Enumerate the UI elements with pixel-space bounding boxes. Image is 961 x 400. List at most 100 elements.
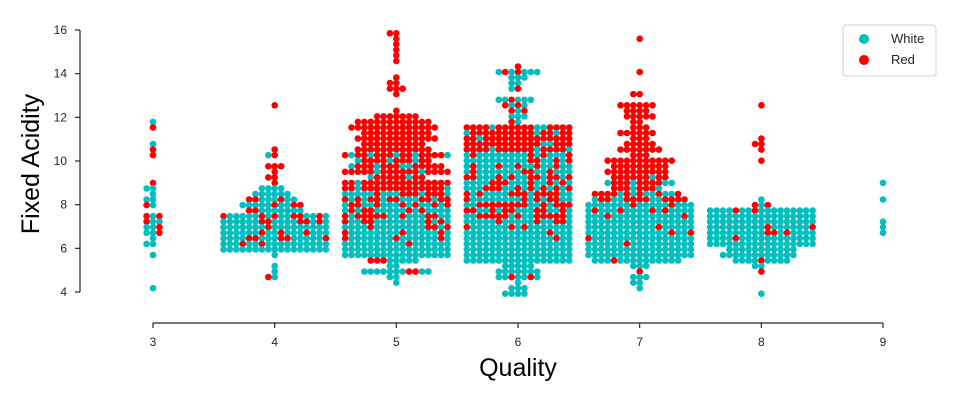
data-point-white-q7 <box>591 251 599 259</box>
data-point-white-q7 <box>604 246 611 253</box>
data-point-red-q6 <box>514 146 522 153</box>
data-point-red-q5 <box>386 113 394 120</box>
data-point-white-q6 <box>540 174 547 181</box>
data-point-red-q5 <box>444 196 451 203</box>
data-point-red-q5 <box>380 140 387 148</box>
data-point-white-q5 <box>399 251 407 259</box>
data-point-red-q5 <box>361 124 368 131</box>
data-point-white-q6 <box>501 163 509 170</box>
data-point-white-q7 <box>649 229 656 237</box>
data-point-red-q6 <box>463 223 471 231</box>
data-point-white-q7 <box>630 190 637 198</box>
data-point-white-q4 <box>226 235 234 242</box>
data-point-red-q7 <box>617 207 624 214</box>
data-point-red-q5 <box>437 229 445 237</box>
data-point-red-q5 <box>412 146 419 153</box>
data-point-white-q7 <box>610 212 618 220</box>
data-point-white-q5 <box>373 207 381 214</box>
data-point-white-q7 <box>585 207 592 214</box>
data-point-red-q6 <box>501 68 509 76</box>
data-point-red-q5 <box>418 135 426 142</box>
data-point-red-q8 <box>751 201 759 209</box>
data-point-red-q7 <box>623 196 631 203</box>
data-point-white-q3 <box>143 196 150 203</box>
data-point-white-q7 <box>630 246 637 253</box>
data-point-red-q5 <box>405 129 413 137</box>
data-point-red-q7 <box>642 151 650 159</box>
data-point-white-q5 <box>380 268 387 275</box>
data-point-white-q8 <box>726 246 733 253</box>
data-point-red-q5 <box>412 118 419 126</box>
data-point-red-q8 <box>770 229 778 237</box>
data-point-white-q6 <box>540 257 547 264</box>
data-point-white-q6 <box>508 212 515 220</box>
data-point-red-q5 <box>380 129 387 137</box>
data-point-white-q5 <box>418 218 426 225</box>
data-point-red-q6 <box>527 179 535 187</box>
data-point-red-q4 <box>265 218 272 225</box>
data-point-red-q5 <box>386 79 394 87</box>
data-point-white-q6 <box>559 168 567 176</box>
data-point-red-q6 <box>463 124 471 131</box>
data-point-white-q8 <box>713 223 720 231</box>
data-point-red-q7 <box>623 157 631 164</box>
data-point-white-q7 <box>687 235 695 242</box>
data-point-white-q5 <box>373 235 381 242</box>
data-point-red-q4 <box>271 212 279 220</box>
data-point-white-q7 <box>598 251 605 259</box>
data-point-red-q7 <box>636 196 643 203</box>
data-point-red-q5 <box>354 196 362 203</box>
data-point-red-q7 <box>655 190 663 198</box>
data-point-red-q5 <box>399 129 407 137</box>
data-point-white-q7 <box>642 212 650 220</box>
data-point-red-q6 <box>533 212 541 220</box>
data-point-white-q4 <box>290 207 298 214</box>
data-point-red-q7 <box>591 190 599 198</box>
data-point-white-q4 <box>284 190 291 198</box>
data-point-white-q7 <box>642 201 650 209</box>
data-point-red-q5 <box>437 190 445 198</box>
data-point-red-q5 <box>437 179 445 187</box>
data-point-white-q5 <box>380 240 387 248</box>
data-point-red-q5 <box>373 118 381 126</box>
data-point-white-q8 <box>764 240 772 248</box>
data-point-white-q8 <box>751 257 759 264</box>
data-point-red-q6 <box>501 201 509 209</box>
data-point-white-q5 <box>380 235 387 242</box>
data-point-white-q4 <box>271 190 279 198</box>
data-point-white-q5 <box>437 251 445 259</box>
data-point-white-q4 <box>245 212 253 220</box>
data-point-red-q6 <box>508 107 515 115</box>
data-point-white-q4 <box>290 223 298 231</box>
data-point-white-q5 <box>418 229 426 237</box>
data-point-white-q6 <box>469 201 477 209</box>
data-point-white-q7 <box>649 190 656 198</box>
data-point-white-q4 <box>220 218 227 225</box>
data-point-red-q5 <box>373 135 381 142</box>
data-point-red-q7 <box>630 102 637 109</box>
data-point-white-q3 <box>143 240 150 248</box>
data-point-red-q6 <box>527 140 535 148</box>
data-point-red-q5 <box>399 151 407 159</box>
data-point-white-q6 <box>553 240 560 248</box>
data-point-red-q5 <box>386 135 394 142</box>
data-point-white-q6 <box>482 168 490 176</box>
data-point-white-q8 <box>777 257 784 264</box>
data-point-white-q6 <box>508 168 515 176</box>
data-point-white-q5 <box>393 246 400 253</box>
data-point-red-q7 <box>636 35 643 43</box>
data-point-white-q7 <box>630 185 637 192</box>
data-point-red-q7 <box>617 102 624 109</box>
data-point-red-q6 <box>463 190 471 198</box>
data-point-white-q6 <box>540 246 547 253</box>
data-point-white-q7 <box>630 251 637 259</box>
data-point-white-q5 <box>354 229 362 237</box>
data-point-white-q6 <box>527 257 535 264</box>
data-point-red-q6 <box>546 190 554 198</box>
data-point-white-q5 <box>386 273 394 281</box>
data-point-red-q6 <box>565 140 573 148</box>
data-point-white-q4 <box>297 229 304 237</box>
data-point-white-q6 <box>540 124 547 131</box>
data-point-white-q7 <box>636 284 643 292</box>
data-point-white-q5 <box>393 240 400 248</box>
